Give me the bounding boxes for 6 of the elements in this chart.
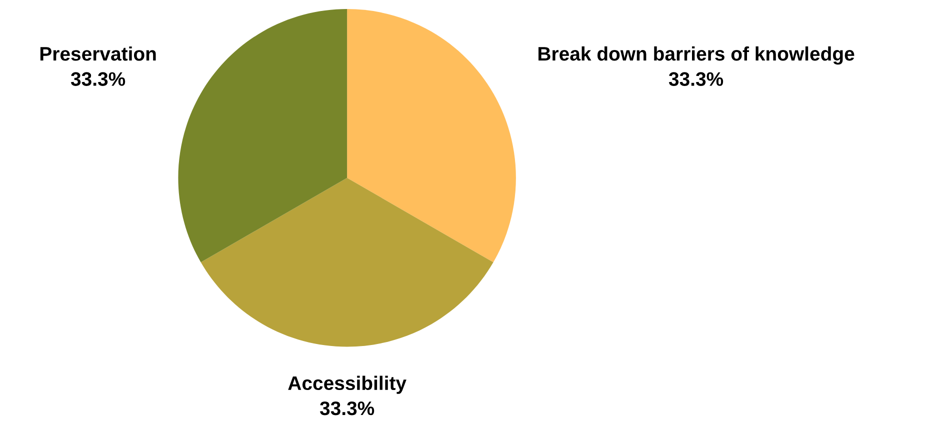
data-label: 33.3% [70, 72, 126, 86]
slice-label: Break down barriers of knowledge [538, 46, 854, 65]
data-label: 33.3% [668, 72, 724, 86]
slice-label: Preservation [40, 46, 156, 61]
slice-label: Accessibility [288, 376, 406, 394]
data-label: 33.3% [320, 401, 374, 416]
